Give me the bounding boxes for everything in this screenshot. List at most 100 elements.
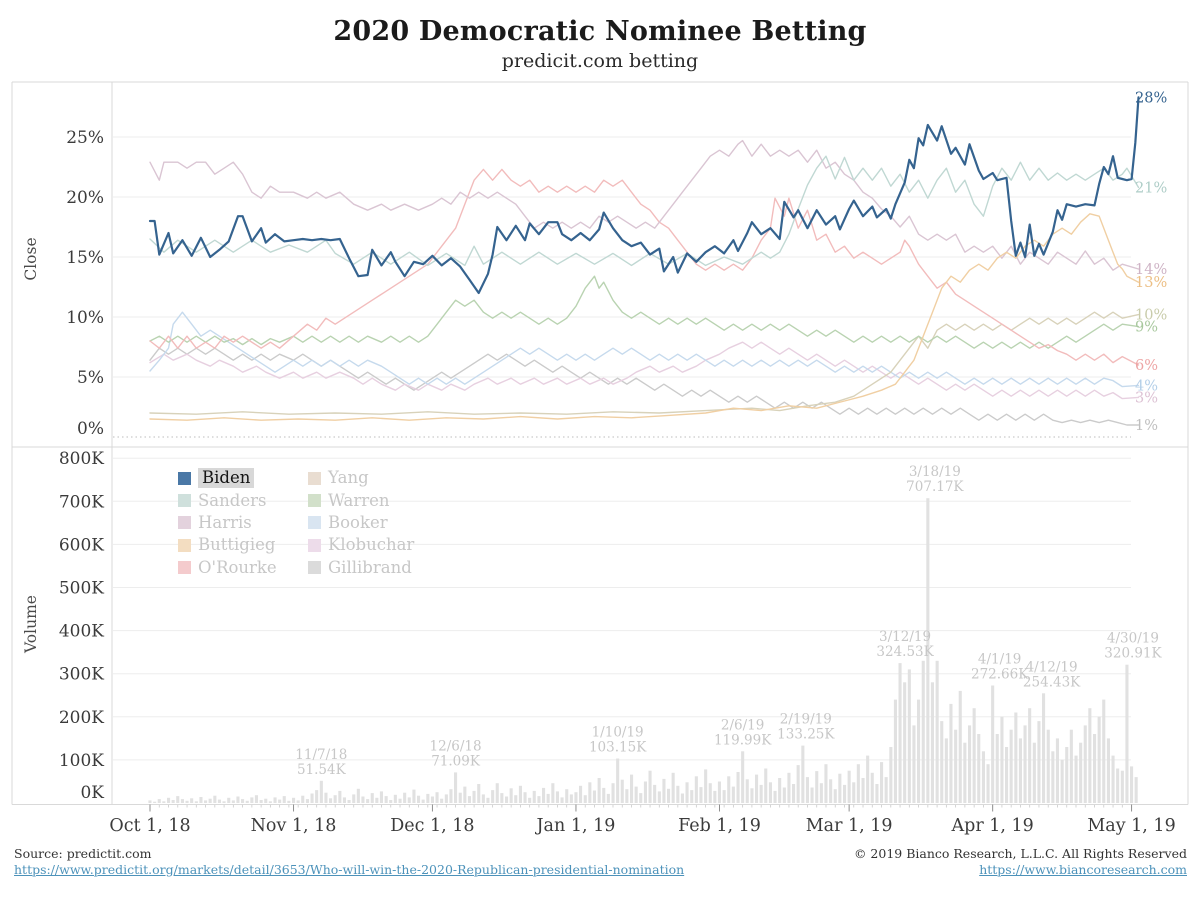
series-line-klobuchar	[149, 341, 1140, 400]
legend-label-klobuchar: Klobuchar	[328, 535, 415, 555]
chart-title: 2020 Democratic Nominee Betting	[333, 16, 867, 47]
close-series-lines	[148, 96, 1140, 426]
legend-label-warren: Warren	[328, 490, 390, 510]
annotation-value: 272.66K	[971, 666, 1029, 682]
chart-subtitle: predicit.com betting	[501, 50, 699, 72]
orourke-swatch-icon	[178, 561, 191, 575]
close-ytick-label: 5%	[77, 368, 104, 388]
annotation-date: 12/6/18	[430, 738, 482, 754]
legend-label-yang: Yang	[328, 468, 369, 488]
annotation-date: 2/6/19	[721, 717, 764, 733]
volume-ytick-label: 700K	[59, 492, 104, 512]
harris-swatch-icon	[178, 516, 191, 530]
annotation-date: 3/18/19	[909, 464, 961, 480]
volume-ytick-label: 500K	[59, 579, 104, 599]
volume-ytick-label: 100K	[59, 751, 104, 771]
annotation-value: 254.43K	[1023, 674, 1081, 690]
series-legend: Biden Sanders Harris Buttigieg O'Rourke Yang W…	[178, 467, 414, 579]
x-axis: Oct 1, 18 Nov 1, 18 Dec 1, 18 Jan 1, 19 Feb …	[109, 804, 1176, 836]
end-label-orourke: 6%	[1135, 358, 1158, 374]
volume-ytick-label: 600K	[59, 535, 104, 555]
annotation-date: 1/10/19	[592, 725, 644, 741]
biden-swatch-icon	[178, 471, 191, 485]
footer-copyright: © 2019 Bianco Research, L.L.C. All Right…	[854, 846, 1187, 877]
bianco-link[interactable]: https://www.biancoresearch.com	[979, 861, 1187, 877]
end-label-sanders: 21%	[1135, 180, 1167, 196]
end-label-harris: 14%	[1135, 262, 1167, 278]
annotation-date: 3/12/19	[879, 629, 931, 645]
legend-label-booker: Booker	[328, 512, 388, 532]
footer-source: Source: predictit.com https://www.predic…	[14, 846, 684, 877]
legend-label-biden: Biden	[198, 468, 255, 489]
end-label-booker: 4%	[1135, 378, 1158, 394]
month-label: Oct 1, 18	[109, 816, 190, 836]
source-link[interactable]: https://www.predictit.org/markets/detail…	[14, 861, 685, 877]
annotation-value: 320.91K	[1104, 646, 1162, 662]
series-line-warren	[149, 275, 1140, 349]
yang-swatch-icon	[308, 471, 321, 485]
annotation-value: 71.09K	[431, 753, 481, 769]
annotation-value: 119.99K	[714, 732, 772, 748]
series-line-booker	[149, 311, 1140, 388]
legend-item-booker[interactable]: Booker	[308, 512, 414, 534]
month-label: Dec 1, 18	[390, 816, 474, 836]
legend-item-klobuchar[interactable]: Klobuchar	[308, 534, 414, 556]
source-label: Source: predictit.com	[14, 846, 152, 861]
annotation-date: 4/1/19	[978, 651, 1021, 667]
series-line-yang	[149, 311, 1140, 415]
annotation-date: 2/19/19	[780, 712, 832, 728]
legend-item-harris[interactable]: Harris	[178, 512, 308, 534]
buttigieg-swatch-icon	[178, 538, 191, 552]
chart-frame	[11, 81, 1189, 805]
legend-label-harris: Harris	[198, 512, 252, 532]
legend-item-yang[interactable]: Yang	[308, 467, 414, 489]
close-ytick-label: 0%	[77, 419, 104, 439]
series-line-buttigieg	[149, 213, 1140, 421]
annotation-date: 4/30/19	[1107, 631, 1159, 647]
end-label-gillibrand: 1%	[1135, 418, 1158, 434]
legend-item-biden[interactable]: Biden	[178, 467, 308, 489]
series-line-biden	[148, 96, 1140, 295]
legend-label-gillibrand: Gillibrand	[328, 557, 412, 577]
series-end-labels: 1% 3%4% 10%9% 6% 14% 21% 13% 28%	[1135, 90, 1167, 434]
legend-item-orourke[interactable]: O'Rourke	[178, 557, 308, 579]
legend-item-buttigieg[interactable]: Buttigieg	[178, 534, 308, 556]
month-label: Jan 1, 19	[535, 816, 616, 836]
legend-item-warren[interactable]: Warren	[308, 489, 414, 511]
close-ytick-label: 10%	[66, 308, 104, 328]
series-line-orourke	[149, 168, 1140, 366]
y-axis-tick-labels: 0% 5% 10% 15% 20% 25% 0K 100K 200K 300K 400K 500K 60…	[59, 128, 104, 803]
legend-item-gillibrand[interactable]: Gillibrand	[308, 557, 414, 579]
booker-swatch-icon	[308, 516, 321, 530]
series-line-harris	[149, 139, 1140, 271]
end-label-biden: 28%	[1135, 90, 1167, 106]
volume-bars	[148, 498, 1138, 804]
legend-label-orourke: O'Rourke	[198, 557, 277, 577]
legend-item-sanders[interactable]: Sanders	[178, 489, 308, 511]
sanders-swatch-icon	[178, 494, 191, 508]
month-label: Mar 1, 19	[806, 816, 893, 836]
close-ytick-label: 25%	[66, 128, 104, 148]
annotation-value: 324.53K	[876, 644, 934, 660]
annotation-value: 51.54K	[297, 762, 347, 778]
close-ytick-label: 20%	[66, 188, 104, 208]
volume-ytick-label: 300K	[59, 665, 104, 685]
annotation-value: 133.25K	[777, 727, 835, 743]
month-label: Feb 1, 19	[678, 816, 761, 836]
klobuchar-swatch-icon	[308, 538, 321, 552]
warren-swatch-icon	[308, 494, 321, 508]
month-label: May 1, 19	[1087, 816, 1175, 836]
gillibrand-swatch-icon	[308, 561, 321, 575]
month-label: Nov 1, 18	[251, 816, 337, 836]
copyright-text: © 2019 Bianco Research, L.L.C. All Right…	[853, 846, 1187, 861]
month-label: Apr 1, 19	[951, 816, 1034, 836]
end-label-buttigieg: 13%	[1135, 275, 1167, 291]
volume-ytick-label: 200K	[59, 708, 104, 728]
end-label-klobuchar: 3%	[1135, 390, 1158, 406]
volume-ytick-label: 800K	[59, 449, 104, 469]
annotation-value: 103.15K	[589, 740, 647, 756]
end-label-yang: 10%	[1135, 308, 1167, 324]
